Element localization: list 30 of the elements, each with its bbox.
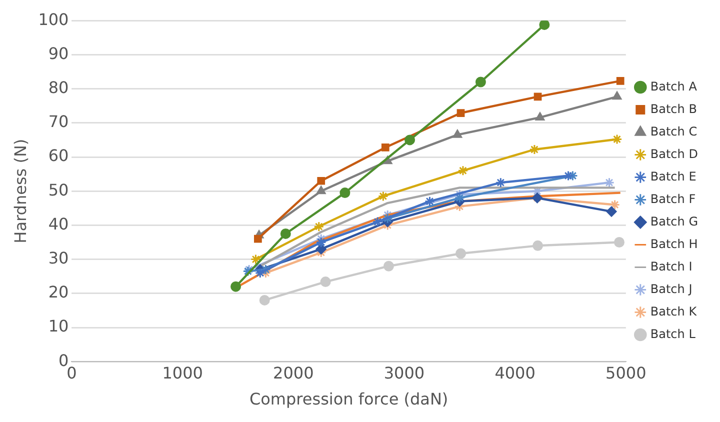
y-tick-label: 20 (48, 282, 69, 302)
y-tick-label: 10 (48, 316, 69, 336)
legend-label: Batch I (650, 259, 692, 274)
legend-label: Batch C (650, 124, 698, 138)
y-tick-label: 70 (48, 112, 69, 132)
x-tick-label: 5000 (606, 363, 646, 382)
y-tick-label: 50 (48, 180, 69, 200)
x-tick-label: 2000 (273, 363, 314, 382)
y-tick-label: 40 (48, 214, 69, 234)
legend-label: Batch A (650, 79, 698, 94)
legend-label: Batch G (650, 214, 698, 228)
x-axis-title: Compression force (daN) (249, 390, 448, 409)
y-tick-label: 90 (48, 44, 69, 63)
legend-label: Batch K (650, 304, 698, 318)
y-axis-title: Hardness (N) (10, 138, 30, 244)
legend-label: Batch J (650, 282, 692, 296)
y-tick-label: 0 (58, 350, 69, 370)
y-tick-label: 100 (38, 10, 69, 29)
legend-label: Batch B (650, 102, 697, 116)
x-tick-label: 1000 (162, 363, 203, 382)
legend-label: Batch E (650, 169, 696, 184)
legend-label: Batch F (650, 192, 696, 206)
y-tick-label: 60 (48, 146, 69, 166)
y-tick-label: 30 (48, 248, 69, 268)
y-tick-label: 80 (48, 78, 69, 97)
legend-label: Batch D (650, 146, 698, 161)
legend-label: Batch L (650, 326, 696, 341)
legend-label: Batch H (650, 236, 698, 251)
x-tick-label: 4000 (494, 363, 536, 382)
x-tick-label: 3000 (384, 363, 425, 382)
